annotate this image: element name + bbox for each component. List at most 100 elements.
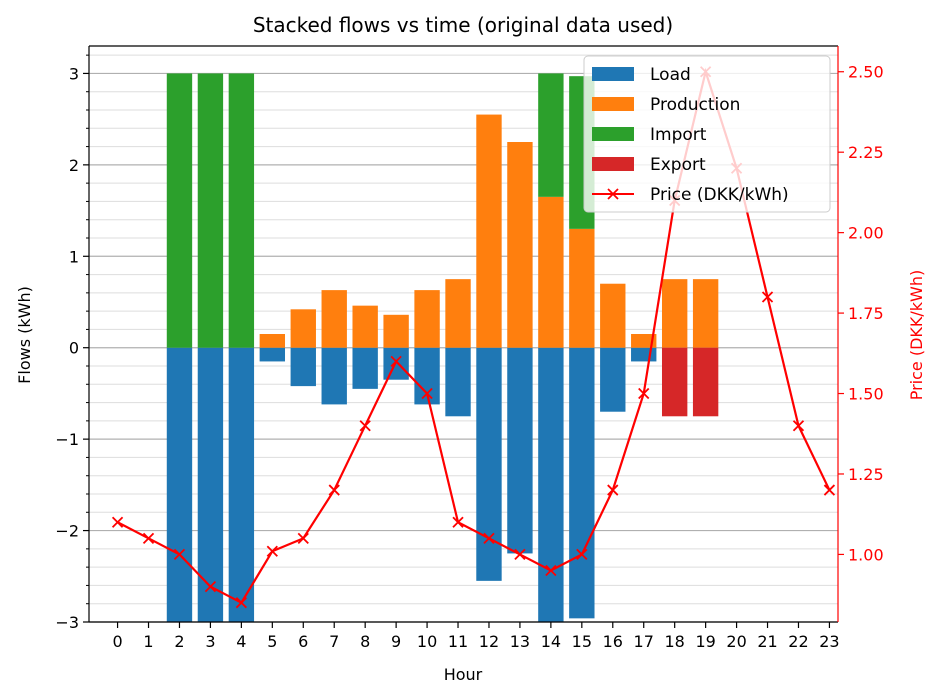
legend-item-price-dkk-kwh-: Price (DKK/kWh) [592,185,789,205]
bar-load-7 [321,347,347,405]
price-marker-8 [359,420,371,432]
x-axis-label: Hour [444,665,483,684]
x-tick-label: 7 [329,632,339,651]
y2-tick-label: 1.50 [848,385,884,404]
chart-title: Stacked flows vs time (original data use… [253,13,673,37]
bar-load-8 [352,347,378,389]
x-tick-label: 11 [448,632,468,651]
bar-production-9 [383,314,409,348]
legend-label: Load [650,65,691,85]
bar-production-10 [414,290,440,348]
price-marker-22 [792,420,805,432]
bar-production-11 [445,279,471,348]
legend-label: Price (DKK/kWh) [650,185,789,205]
y-tick-label: −1 [55,430,79,449]
x-tick-label: 6 [298,632,308,651]
bar-production-15 [569,228,595,348]
price-marker-3 [204,580,217,593]
bar-production-7 [321,290,347,348]
x-tick-label: 23 [819,632,839,651]
y2-axis-label: Price (DKK/kWh) [907,270,926,401]
bar-load-12 [476,347,502,581]
x-tick-label: 20 [726,632,746,651]
x-tick-label: 3 [205,632,215,651]
price-marker-23 [823,484,836,496]
legend-item-production: Production [592,95,740,115]
y2-tick-label: 1.00 [848,545,884,564]
bar-production-8 [352,305,378,348]
legend-box [583,55,831,213]
price-marker-14 [545,564,557,577]
price-marker-9 [390,355,402,367]
bar-production-12 [476,114,502,348]
bar-production-16 [600,283,626,348]
bar-load-14 [538,347,564,622]
x-tick-label: 21 [757,632,777,651]
y2-tick-label: 1.25 [848,465,884,484]
price-marker-0 [111,516,124,528]
price-marker-11 [452,516,464,528]
price-marker-5 [266,545,278,557]
bar-production-14 [538,196,564,348]
x-tick-label: 16 [603,632,623,651]
y-tick-label: 2 [69,156,79,175]
bar-import-14 [538,73,564,197]
bar-load-15 [569,347,595,619]
x-tick-label: 15 [572,632,592,651]
legend-item-export: Export [592,155,706,175]
bar-import-2 [166,73,193,348]
bar-production-5 [259,334,286,348]
legend-label: Production [650,95,740,115]
legend-swatch [592,67,634,81]
legend: Load Production Import Export Price (DKK/kWh… [583,55,831,213]
y2-tick-label: 1.75 [848,304,884,323]
bar-production-18 [661,279,688,348]
bar-load-4 [228,347,255,622]
bar-production-13 [507,142,533,348]
bar-load-13 [507,347,533,554]
bar-import-3 [197,73,224,348]
bar-export-18 [661,347,688,417]
x-tick-label: 0 [112,632,122,651]
price-marker-1 [142,532,155,544]
x-tick-label: 2 [174,632,184,651]
bar-production-17 [631,334,657,348]
price-marker-13 [514,548,526,561]
y-tick-label: −3 [55,613,79,632]
x-tick-label: 22 [788,632,808,651]
legend-swatch [592,157,634,171]
price-marker-2 [173,548,186,561]
y2-tick-label: 2.00 [848,224,884,243]
legend-item-import: Import [592,125,707,145]
x-tick-label: 14 [541,632,561,651]
x-tick-label: 8 [360,632,370,651]
legend-marker [607,188,619,200]
price-marker-12 [483,532,495,544]
y-tick-label: −2 [55,522,79,541]
y2-tick-label: 2.25 [848,143,884,162]
price-marker-6 [297,532,309,544]
x-tick-label: 17 [634,632,654,651]
price-marker-21 [761,291,774,303]
x-tick-label: 13 [510,632,530,651]
bar-load-2 [166,347,193,622]
x-tick-label: 5 [267,632,277,651]
x-tick-label: 4 [236,632,246,651]
price-marker-7 [328,484,340,496]
bars-layer [166,73,719,622]
x-tick-label: 1 [143,632,153,651]
legend-label: Import [650,125,707,145]
price-marker-15 [576,548,588,561]
x-tick-label: 9 [391,632,401,651]
legend-swatch [592,97,634,111]
legend-item-load: Load [592,65,691,85]
bar-load-3 [197,347,224,622]
bar-import-4 [228,73,255,348]
x-tick-label: 12 [479,632,499,651]
y-axis-label: Flows (kWh) [15,286,34,384]
bar-load-16 [600,347,626,412]
price-marker-16 [607,484,619,496]
legend-label: Export [650,155,706,175]
bar-load-17 [631,347,657,362]
